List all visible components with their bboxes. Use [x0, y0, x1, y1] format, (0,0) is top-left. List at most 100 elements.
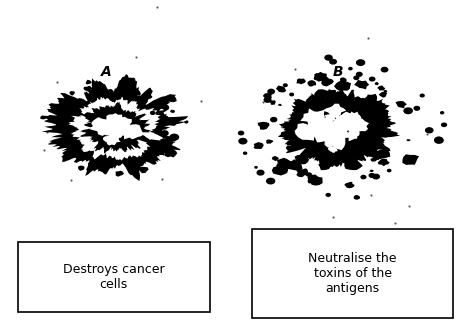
Polygon shape	[314, 75, 322, 82]
Circle shape	[239, 138, 247, 144]
Polygon shape	[278, 104, 282, 106]
Polygon shape	[337, 112, 356, 125]
Circle shape	[341, 78, 345, 81]
Polygon shape	[327, 120, 347, 134]
Circle shape	[151, 111, 155, 114]
Polygon shape	[336, 118, 350, 127]
Polygon shape	[286, 146, 293, 151]
Polygon shape	[104, 118, 123, 132]
Circle shape	[148, 150, 154, 154]
Polygon shape	[296, 166, 299, 169]
Polygon shape	[134, 90, 141, 96]
Circle shape	[307, 173, 311, 176]
Polygon shape	[287, 133, 291, 135]
Polygon shape	[112, 124, 123, 132]
Polygon shape	[294, 123, 323, 141]
Circle shape	[325, 55, 332, 60]
Circle shape	[354, 76, 359, 80]
Circle shape	[162, 131, 168, 135]
Circle shape	[264, 98, 271, 102]
Polygon shape	[69, 97, 163, 160]
Polygon shape	[308, 80, 316, 86]
Polygon shape	[159, 106, 164, 109]
Circle shape	[435, 137, 442, 142]
Circle shape	[81, 155, 88, 159]
Polygon shape	[322, 133, 346, 150]
Polygon shape	[277, 89, 400, 169]
Circle shape	[373, 174, 379, 179]
Polygon shape	[164, 151, 173, 157]
Circle shape	[370, 77, 375, 81]
Circle shape	[442, 123, 447, 126]
Polygon shape	[365, 94, 377, 104]
Polygon shape	[41, 74, 188, 181]
Circle shape	[354, 196, 359, 199]
Polygon shape	[108, 117, 132, 132]
Polygon shape	[286, 159, 302, 171]
Circle shape	[361, 176, 366, 179]
Circle shape	[64, 135, 68, 138]
FancyBboxPatch shape	[18, 242, 210, 312]
Polygon shape	[343, 129, 360, 141]
Polygon shape	[78, 166, 84, 171]
Polygon shape	[315, 72, 327, 81]
Polygon shape	[170, 109, 175, 113]
Circle shape	[255, 167, 257, 168]
Polygon shape	[376, 149, 390, 159]
Polygon shape	[315, 122, 349, 144]
Polygon shape	[160, 138, 173, 146]
Circle shape	[113, 95, 116, 98]
Circle shape	[343, 79, 346, 81]
Polygon shape	[314, 73, 325, 81]
Polygon shape	[144, 94, 153, 99]
Circle shape	[135, 160, 144, 166]
Circle shape	[166, 119, 169, 121]
Polygon shape	[88, 162, 94, 166]
Polygon shape	[69, 91, 75, 95]
Text: Neutralise the
toxins of the
antigens: Neutralise the toxins of the antigens	[309, 252, 397, 295]
Circle shape	[426, 128, 433, 133]
Polygon shape	[367, 99, 371, 101]
Polygon shape	[331, 120, 351, 134]
Circle shape	[257, 170, 264, 175]
Polygon shape	[332, 114, 356, 130]
Polygon shape	[95, 90, 105, 97]
Polygon shape	[120, 124, 144, 139]
Circle shape	[357, 60, 365, 65]
Polygon shape	[103, 135, 121, 145]
Polygon shape	[306, 96, 321, 104]
Polygon shape	[330, 117, 349, 131]
Circle shape	[72, 101, 76, 105]
Circle shape	[369, 174, 374, 177]
Circle shape	[162, 145, 166, 148]
Circle shape	[57, 117, 60, 119]
Polygon shape	[334, 81, 351, 91]
Polygon shape	[152, 100, 158, 103]
Circle shape	[257, 143, 263, 147]
Polygon shape	[334, 92, 338, 95]
Polygon shape	[402, 154, 419, 165]
Polygon shape	[369, 169, 374, 172]
Polygon shape	[308, 175, 323, 186]
Polygon shape	[378, 152, 385, 157]
Circle shape	[404, 108, 412, 114]
Polygon shape	[324, 114, 336, 124]
Polygon shape	[101, 120, 118, 131]
Polygon shape	[258, 122, 269, 130]
Polygon shape	[344, 159, 363, 170]
Circle shape	[420, 94, 424, 97]
Polygon shape	[365, 98, 374, 103]
Polygon shape	[371, 158, 377, 162]
Polygon shape	[253, 142, 263, 149]
Text: Destroys cancer
cells: Destroys cancer cells	[63, 263, 164, 291]
Polygon shape	[374, 82, 379, 85]
Polygon shape	[344, 182, 355, 188]
Polygon shape	[313, 133, 326, 143]
Polygon shape	[328, 146, 338, 153]
Polygon shape	[272, 156, 279, 161]
Polygon shape	[108, 124, 121, 131]
Polygon shape	[395, 101, 407, 108]
Circle shape	[441, 112, 444, 114]
Polygon shape	[106, 122, 129, 138]
Polygon shape	[379, 92, 387, 98]
